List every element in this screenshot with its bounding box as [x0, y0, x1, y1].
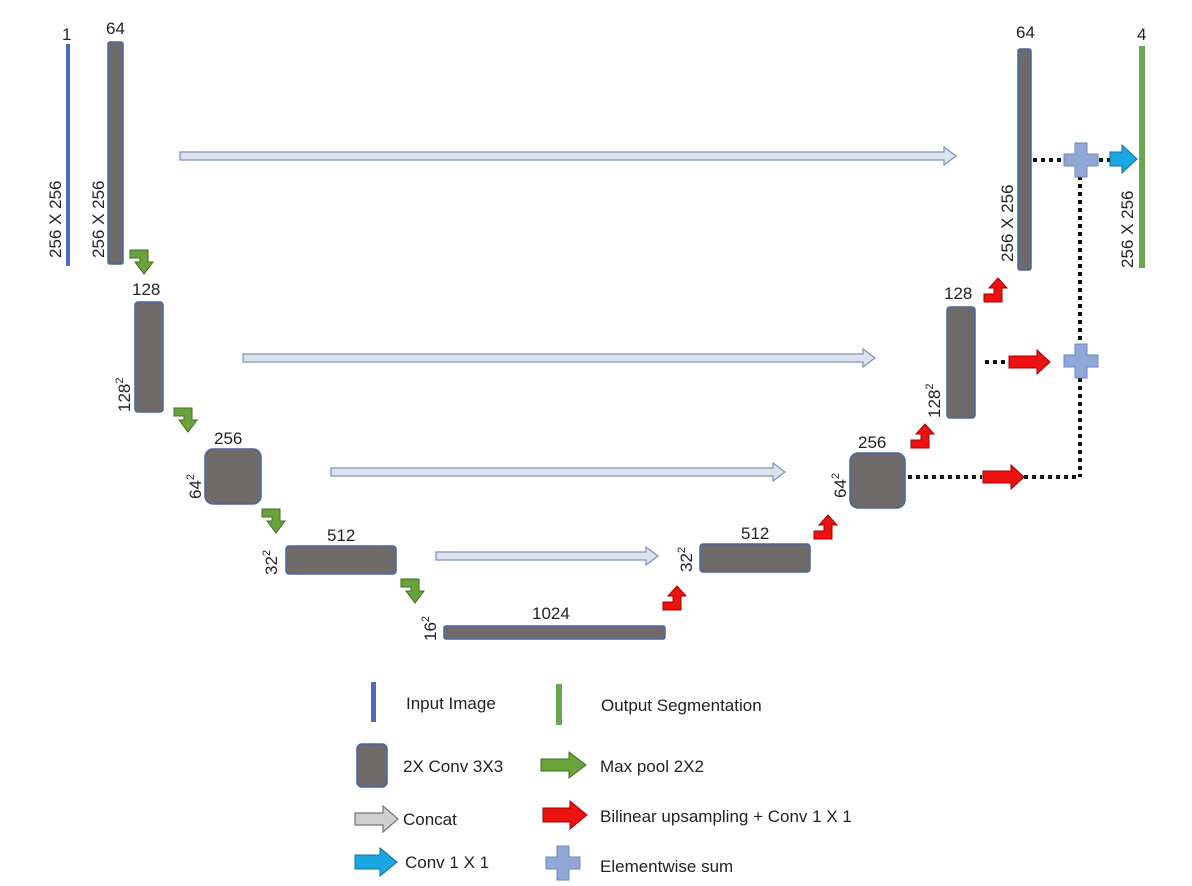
encoder-2-channels-label: 128: [132, 280, 160, 299]
maxpool-arrow-1: [129, 249, 154, 275]
decoder-2-size-label: 1282: [924, 384, 944, 419]
encoder-4-size-label: 322: [261, 550, 281, 575]
legend-conv1x1-swatch: [354, 846, 398, 878]
legend-maxpool-label: Max pool 2X2: [600, 757, 704, 776]
concat-arrow-level-3: [330, 461, 786, 483]
decoder-1-channels-label: 64: [1016, 23, 1035, 42]
decoder-block-2: [946, 306, 976, 419]
legend-upsample-label: Bilinear upsampling + Conv 1 X 1: [600, 807, 852, 826]
legend-conv-swatch: [356, 743, 388, 788]
decoder-3-channels-label: 256: [858, 433, 886, 452]
bottleneck-size-label: 162: [420, 616, 440, 641]
concat-arrow-level-1: [179, 145, 957, 167]
legend-maxpool-swatch: [540, 750, 587, 780]
conv1x1-arrow: [1109, 143, 1138, 175]
input-size-label: 256 X 256: [46, 180, 65, 258]
legend-input-image-label: Input Image: [406, 694, 496, 713]
legend-output-segmentation-swatch: [556, 684, 562, 725]
legend-conv-label: 2X Conv 3X3: [403, 757, 503, 776]
upsample-arrow-3: [910, 423, 935, 449]
legend-conv1x1-label: Conv 1 X 1: [405, 853, 489, 872]
elementwise-sum-icon-1: [1063, 142, 1099, 178]
decoder-4-size-label: 322: [676, 547, 696, 572]
upsample-side-arrow-level-3: [982, 463, 1025, 491]
upsample-arrow-4: [983, 277, 1008, 303]
encoder-1-size-label: 256 X 256: [89, 180, 108, 258]
legend-input-image-swatch: [371, 682, 376, 722]
legend-elementwise-sum-label: Elementwise sum: [600, 857, 733, 876]
output-channels-label: 4: [1137, 25, 1146, 44]
input-channels-label: 1: [62, 25, 71, 44]
encoder-3-size-label: 642: [185, 474, 205, 499]
input-image-bar: [66, 44, 70, 266]
encoder-3-channels-label: 256: [214, 429, 242, 448]
legend-upsample-swatch: [542, 799, 588, 831]
legend-elementwise-sum-icon: [545, 845, 581, 881]
decoder-2-channels-label: 128: [944, 284, 972, 303]
concat-arrow-level-2: [242, 347, 876, 369]
encoder-1-channels-label: 64: [106, 19, 125, 38]
upsample-arrow-1: [662, 585, 687, 611]
legend-concat-label: Concat: [403, 810, 457, 829]
legend: Input Image Output Segmentation 2X Conv …: [354, 682, 852, 881]
bottleneck-block: [443, 625, 666, 640]
encoder-block-4: [285, 545, 397, 575]
decoder-1-size-label: 256 X 256: [998, 184, 1017, 262]
upsample-side-arrow-level-2: [1008, 348, 1051, 376]
output-size-label: 256 X 256: [1118, 190, 1137, 268]
maxpool-arrow-2: [173, 407, 198, 433]
maxpool-arrow-4: [400, 578, 425, 604]
maxpool-arrow-3: [261, 508, 286, 534]
encoder-block-3: [204, 448, 262, 505]
legend-output-segmentation-label: Output Segmentation: [601, 696, 762, 715]
bottleneck-channels-label: 1024: [532, 604, 570, 623]
output-segmentation-bar: [1139, 46, 1145, 268]
legend-concat-swatch: [354, 804, 399, 834]
decoder-block-3: [849, 452, 906, 509]
encoder-block-2: [134, 301, 164, 413]
decoder-block-1: [1017, 48, 1032, 271]
decoder-3-size-label: 642: [830, 473, 850, 498]
encoder-block-1: [107, 41, 124, 265]
concat-arrow-level-4: [435, 545, 659, 567]
elementwise-sum-icon-2: [1063, 343, 1099, 379]
encoder-4-channels-label: 512: [327, 526, 355, 545]
encoder-2-size-label: 1282: [114, 378, 134, 413]
decoder-block-4: [699, 543, 811, 573]
upsample-arrow-2: [813, 514, 838, 540]
decoder-4-channels-label: 512: [741, 524, 769, 543]
